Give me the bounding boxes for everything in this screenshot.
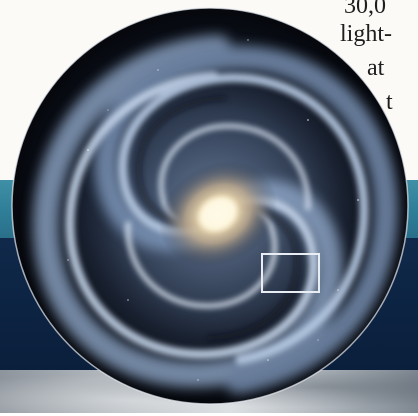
highlight-box [261,253,320,293]
text-fragment-4: t [386,89,393,115]
galaxy-svg [11,7,409,405]
text-fragment-3: at [367,55,385,81]
galaxy-rim [11,7,409,405]
text-fragment-1: 30,0 [344,0,386,19]
text-fragment-2: light- [340,21,392,47]
galaxy-illustration [8,0,412,412]
